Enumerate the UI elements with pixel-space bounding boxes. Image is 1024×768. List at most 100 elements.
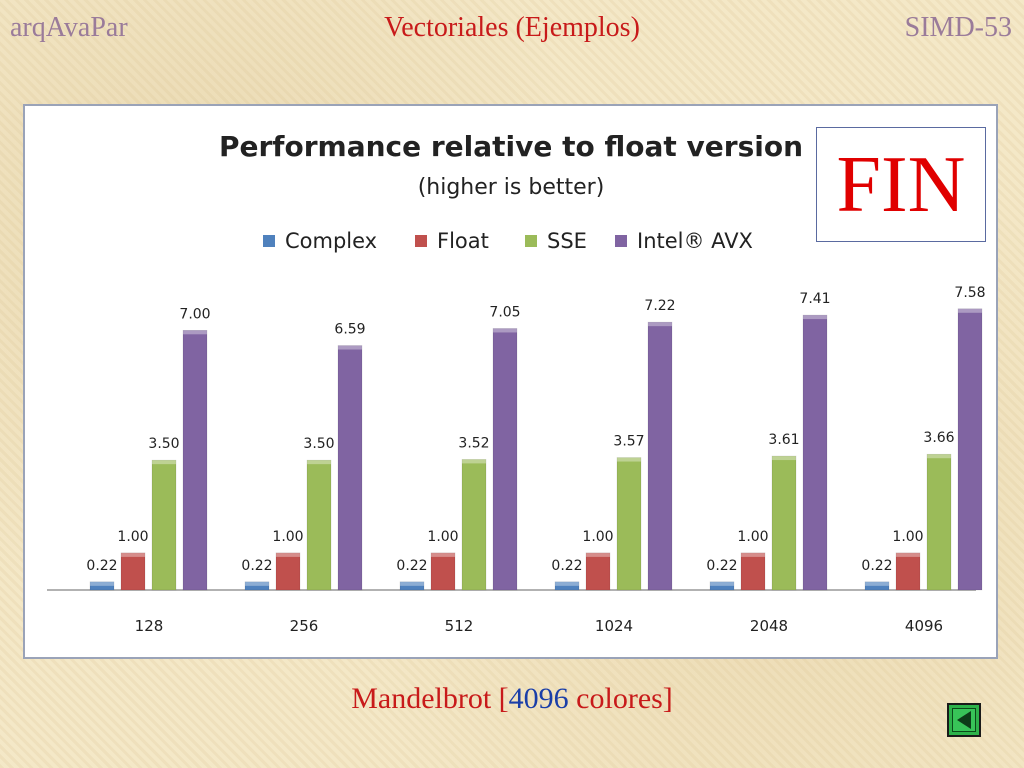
bar-top-highlight-1-1024 (555, 581, 579, 586)
bar-top-highlight-1-512 (400, 581, 424, 586)
bar-top-highlight-4-1024 (648, 322, 672, 327)
bar-top-highlight-3-512 (462, 459, 486, 464)
x-tick-label-128: 128 (135, 617, 164, 635)
bar-top-highlight-4-512 (493, 328, 517, 333)
bar-1-1024 (554, 581, 580, 591)
data-label-4-1024: 7.22 (644, 298, 675, 314)
back-button[interactable] (947, 703, 981, 737)
bar-top-highlight-4-2048 (803, 315, 827, 320)
chart-subtitle: (higher is better) (418, 175, 605, 200)
bar-3-256 (306, 459, 332, 591)
slide-title: Vectoriales (Ejemplos) (384, 12, 640, 43)
back-button-inner (952, 708, 976, 732)
bar-2-512 (430, 552, 456, 591)
bar-2-1024 (585, 552, 611, 591)
data-label-3-512: 3.52 (458, 435, 489, 451)
data-label-1-1024: 0.22 (551, 558, 582, 574)
bar-3-1024 (616, 457, 642, 591)
data-label-2-2048: 1.00 (737, 529, 768, 545)
bar-2-256 (275, 552, 301, 591)
bar-3-4096 (926, 453, 952, 591)
bar-top-highlight-2-512 (431, 552, 455, 557)
caption-suffix: colores] (568, 682, 673, 715)
back-triangle-icon (957, 711, 971, 729)
data-label-4-4096: 7.58 (954, 285, 985, 301)
fin-box: FIN (816, 127, 986, 242)
legend-swatch-3 (525, 235, 537, 247)
data-label-3-2048: 3.61 (768, 432, 799, 448)
bar-top-highlight-2-128 (121, 552, 145, 557)
bar-1-2048 (709, 581, 735, 591)
bar-1-512 (399, 581, 425, 591)
bar-4-4096 (957, 308, 983, 591)
bar-4-2048 (802, 314, 828, 591)
bar-4-1024 (647, 321, 673, 591)
bar-top-highlight-3-1024 (617, 457, 641, 462)
data-label-4-256: 6.59 (334, 322, 365, 338)
data-label-3-4096: 3.66 (923, 430, 954, 446)
x-tick-label-512: 512 (445, 617, 474, 635)
data-label-1-2048: 0.22 (706, 558, 737, 574)
bar-top-highlight-2-4096 (896, 552, 920, 557)
bar-4-512 (492, 328, 518, 591)
data-label-2-4096: 1.00 (892, 529, 923, 545)
bar-2-4096 (895, 552, 921, 591)
bar-1-256 (244, 581, 270, 591)
bar-top-highlight-3-2048 (772, 456, 796, 461)
bar-chart: Performance relative to float version (hi… (47, 130, 986, 635)
bar-top-highlight-1-256 (245, 581, 269, 586)
data-label-1-128: 0.22 (86, 558, 117, 574)
bar-4-128 (182, 330, 208, 591)
bar-1-128 (89, 581, 115, 591)
data-label-1-4096: 0.22 (861, 558, 892, 574)
data-label-2-128: 1.00 (117, 529, 148, 545)
legend-label-1: Complex (285, 229, 377, 253)
slide-number: SIMD-53 (904, 12, 1012, 43)
legend-swatch-2 (415, 235, 427, 247)
bar-4-256 (337, 345, 363, 591)
fin-label: FIN (836, 140, 966, 229)
bar-top-highlight-3-128 (152, 460, 176, 465)
course-label: arqAvaPar (10, 12, 128, 43)
caption: Mandelbrot [4096 colores] (0, 684, 1024, 714)
legend-label-4: Intel® AVX (637, 229, 753, 253)
bar-top-highlight-2-256 (276, 552, 300, 557)
bar-top-highlight-4-128 (183, 330, 207, 335)
data-label-3-256: 3.50 (303, 436, 334, 452)
data-label-4-128: 7.00 (179, 306, 210, 322)
data-label-2-512: 1.00 (427, 529, 458, 545)
legend-swatch-1 (263, 235, 275, 247)
bar-top-highlight-1-2048 (710, 581, 734, 586)
x-tick-label-1024: 1024 (595, 617, 633, 635)
x-tick-label-2048: 2048 (750, 617, 788, 635)
bar-3-2048 (771, 455, 797, 591)
data-label-2-1024: 1.00 (582, 529, 613, 545)
x-tick-label-256: 256 (290, 617, 319, 635)
bar-top-highlight-3-4096 (927, 454, 951, 459)
data-label-4-2048: 7.41 (799, 291, 830, 307)
bar-top-highlight-1-128 (90, 581, 114, 586)
chart-title: Performance relative to float version (219, 130, 803, 163)
x-tick-label-4096: 4096 (905, 617, 943, 635)
bar-top-highlight-3-256 (307, 460, 331, 465)
bar-top-highlight-2-2048 (741, 552, 765, 557)
data-label-1-512: 0.22 (396, 558, 427, 574)
data-label-2-256: 1.00 (272, 529, 303, 545)
caption-prefix: Mandelbrot [ (351, 682, 509, 715)
bar-top-highlight-2-1024 (586, 552, 610, 557)
legend-label-3: SSE (547, 229, 587, 253)
bar-3-128 (151, 459, 177, 591)
bar-2-2048 (740, 552, 766, 591)
data-label-3-1024: 3.57 (613, 434, 644, 450)
bar-top-highlight-1-4096 (865, 581, 889, 586)
bar-2-128 (120, 552, 146, 591)
legend-swatch-4 (615, 235, 627, 247)
bar-top-highlight-4-4096 (958, 308, 982, 313)
data-label-4-512: 7.05 (489, 304, 520, 320)
data-label-3-128: 3.50 (148, 436, 179, 452)
caption-number: 4096 (508, 682, 569, 715)
bar-3-512 (461, 459, 487, 591)
data-label-1-256: 0.22 (241, 558, 272, 574)
legend-label-2: Float (437, 229, 489, 253)
bar-top-highlight-4-256 (338, 345, 362, 350)
